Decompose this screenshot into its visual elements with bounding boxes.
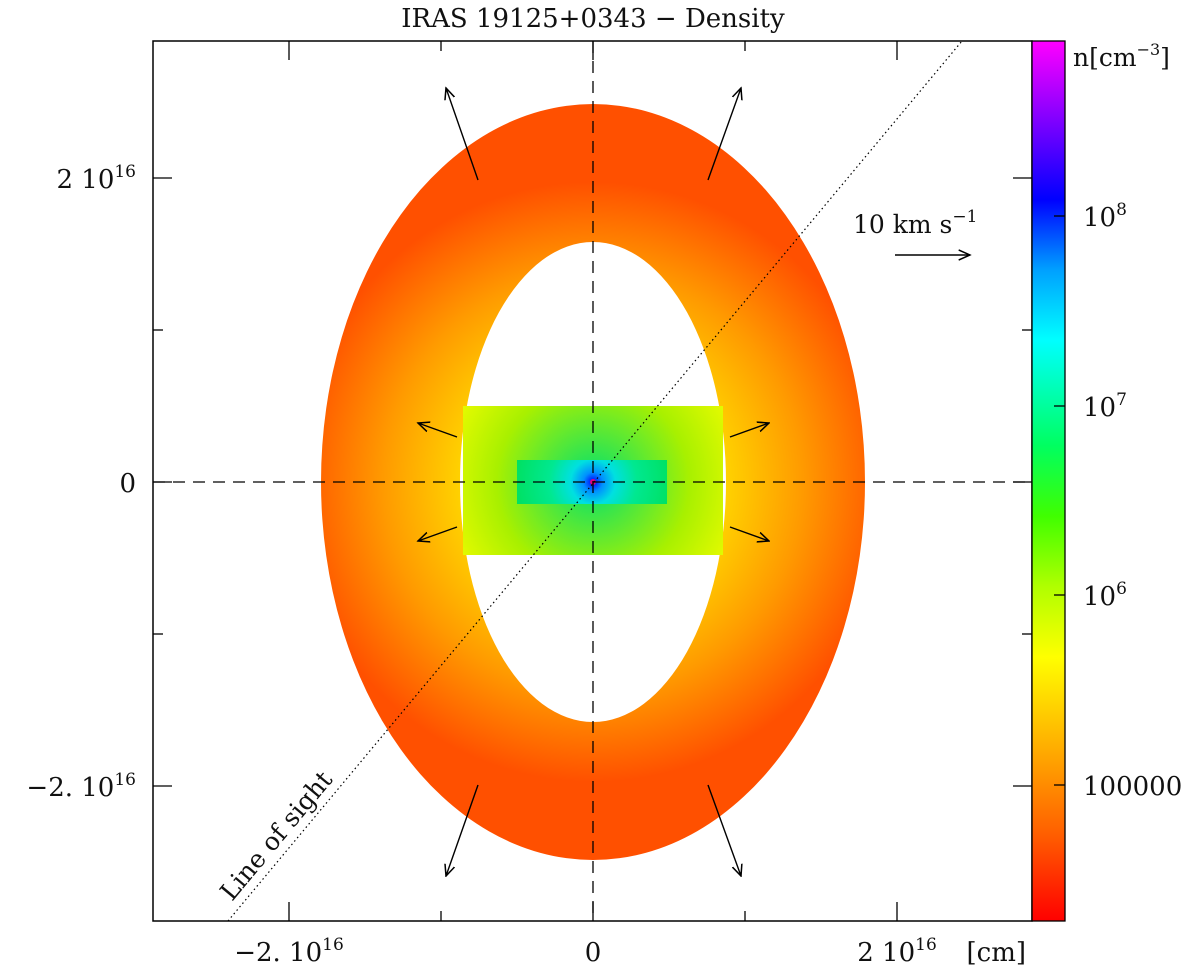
- colorbar-tick-label: 100000: [1083, 772, 1182, 802]
- x-axis-unit: [cm]: [966, 938, 1026, 968]
- colorbar-tick-label: 108: [1083, 200, 1127, 233]
- velocity-arrow-disk-upper-left: [418, 423, 458, 438]
- y-tick-label: 2 1016: [56, 162, 136, 195]
- line-of-sight: [227, 41, 963, 921]
- velocity-arrow-upper-left: [446, 88, 479, 181]
- outer-shell: [321, 104, 865, 860]
- line-of-sight-label: Line of sight: [214, 765, 338, 905]
- y-tick-label: −2. 1016: [26, 770, 136, 803]
- velocity-arrow-upper-right: [707, 88, 741, 181]
- x-tick-label: −2. 1016: [234, 935, 344, 968]
- colorbar-tick-label: 107: [1083, 390, 1127, 423]
- density-model: [153, 41, 1032, 921]
- y-tick-label: 0: [119, 469, 136, 499]
- colorbar-unit: n[cm−3]: [1073, 40, 1170, 72]
- colorbar-gradient: [1031, 40, 1066, 922]
- chart-title: IRAS 19125+0343 − Density: [401, 4, 785, 34]
- y-axis-tick-labels: 2 1016 0 −2. 1016: [26, 162, 136, 803]
- colorbar: n[cm−3] 108 107 106 100000: [1031, 40, 1182, 922]
- velocity-arrow-disk-lower-right: [729, 526, 769, 541]
- axis-ticks: [153, 41, 1032, 921]
- x-tick-label: 0: [585, 938, 602, 968]
- velocity-scale-label: 10 km s−1: [853, 207, 977, 239]
- colorbar-tick-label: 106: [1083, 579, 1127, 612]
- velocity-arrow-disk-lower-left: [418, 526, 458, 541]
- x-axis-tick-labels: −2. 1016 0 2 1016 [cm]: [234, 935, 1026, 968]
- velocity-arrows: [418, 88, 970, 876]
- velocity-arrow-lower-right: [707, 784, 741, 876]
- x-tick-label: 2 1016: [857, 935, 937, 968]
- velocity-arrow-lower-left: [446, 784, 479, 876]
- velocity-arrow-disk-upper-right: [729, 423, 769, 438]
